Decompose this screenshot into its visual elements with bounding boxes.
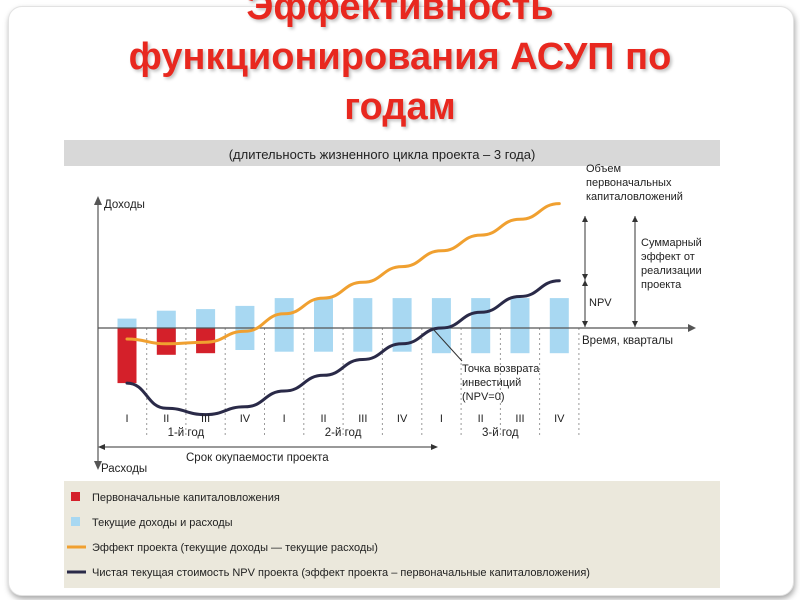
slide-title: Эффективность функционирования АСУП по г… — [0, 0, 800, 132]
current-cashflow-bar — [549, 298, 569, 354]
legend-swatch — [71, 517, 80, 526]
initial-investment-bar — [117, 328, 137, 384]
legend-label: Чистая текущая стоимость NPV проекта (эф… — [92, 567, 590, 579]
initial-investment-bar — [196, 328, 216, 354]
quarter-label: II — [320, 413, 326, 425]
annotation-initial-volume: Объем первоначальных капиталовложений — [586, 163, 683, 203]
effect-line — [125, 202, 561, 346]
arrow-icon — [582, 216, 588, 222]
current-cashflow-bar — [392, 298, 412, 352]
quarter-label: I — [125, 413, 128, 425]
current-cashflow-bar — [510, 298, 530, 354]
arrow-icon — [632, 216, 638, 222]
npv-line — [125, 279, 561, 417]
npv-chart-figure: (длительность жизненного цикла проекта –… — [64, 140, 720, 593]
time-axis-arrow-icon — [688, 324, 696, 332]
quarter-label: III — [358, 413, 367, 425]
annotation-total-effect: Суммарный эффект от реализации проекта — [641, 237, 705, 291]
initial-investment-bar — [156, 328, 176, 355]
annotation-payback: Срок окупаемости проекта — [186, 452, 329, 464]
quarter-label: IV — [554, 413, 565, 425]
money-axis-arrow-up-icon — [94, 196, 102, 205]
npv-chart: (длительность жизненного цикла проекта –… — [64, 140, 720, 588]
arrow-icon — [582, 274, 588, 280]
quarter-label: III — [201, 413, 210, 425]
quarter-label: I — [440, 413, 443, 425]
title-line-3: годам — [344, 86, 456, 128]
y-label-expenses: Расходы — [101, 463, 147, 475]
quarter-tick-labels: I II III IV I II III IV I II III IV — [125, 413, 565, 425]
legend-swatch — [71, 492, 80, 501]
year-label: 2-й год — [325, 427, 362, 439]
title-line-1: Эффективность — [246, 0, 554, 28]
chart-subtitle: (длительность жизненного цикла проекта –… — [229, 147, 536, 162]
current-cashflow-bar — [274, 298, 294, 352]
year-label: 1-й год — [168, 427, 205, 439]
current-cashflow-bar — [353, 298, 373, 352]
title-line-2: функционирования АСУП по — [128, 36, 672, 78]
legend-band — [64, 481, 720, 588]
payback-arrow-left-icon — [98, 444, 105, 450]
quarter-label: II — [478, 413, 484, 425]
annotation-npv: NPV — [589, 297, 612, 309]
year-labels: 1-й год 2-й год 3-й год — [168, 427, 519, 439]
chart-legend: Первоначальные капиталовложения Текущие д… — [67, 492, 590, 579]
current-cashflow-bar — [431, 298, 451, 354]
quarter-label: II — [163, 413, 169, 425]
quarter-label: III — [515, 413, 524, 425]
money-axis-arrow-down-icon — [94, 461, 102, 470]
arrow-icon — [582, 280, 588, 286]
legend-label: Эффект проекта (текущие доходы — текущие… — [92, 542, 378, 554]
return-point-leader — [432, 328, 463, 362]
quarter-label: IV — [397, 413, 408, 425]
current-cashflow-bar — [471, 298, 491, 354]
arrow-icon — [632, 321, 638, 327]
payback-arrow-right-icon — [431, 444, 438, 450]
quarter-label: I — [283, 413, 286, 425]
y-label-income: Доходы — [104, 199, 145, 211]
quarter-label: IV — [240, 413, 251, 425]
current-cashflow-bar — [314, 298, 333, 352]
x-axis-label: Время, кварталы — [582, 335, 673, 347]
subtitle-band — [64, 140, 720, 166]
legend-label: Текущие доходы и расходы — [92, 517, 233, 529]
initial-investment-bars — [117, 328, 216, 384]
legend-label: Первоначальные капиталовложения — [92, 492, 280, 504]
year-label: 3-й год — [482, 427, 519, 439]
annotation-return-point: Точка возврата инвестиций (NPV=0) — [462, 363, 542, 403]
arrow-icon — [582, 321, 588, 327]
